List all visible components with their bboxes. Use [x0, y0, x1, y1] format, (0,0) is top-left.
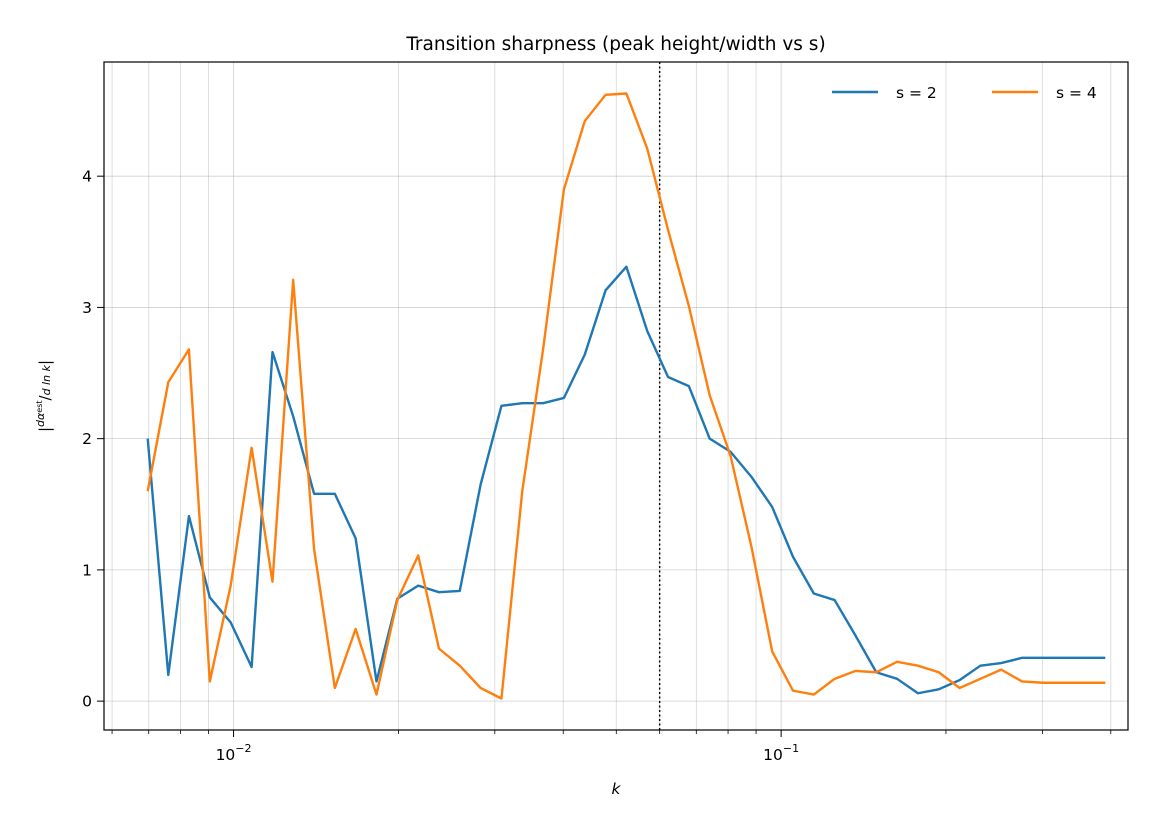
y-axis: 0 1 2 3 4	[82, 168, 104, 711]
y-axis-label: |dαest/d ln k|	[34, 360, 54, 432]
y-tick-label: 2	[82, 430, 92, 448]
legend: s = 2 s = 4	[832, 84, 1097, 102]
x-axis: 10−2 10−1	[111, 730, 1112, 764]
series-layer	[146, 92, 1106, 700]
x-tick-label: 10−2	[216, 742, 252, 764]
legend-label-1: s = 2	[896, 84, 937, 102]
grid-lines	[104, 62, 1128, 730]
svg-text:|dαest/d ln k|: |dαest/d ln k|	[34, 360, 54, 432]
y-tick-label: 3	[82, 299, 92, 317]
y-tick-label: 0	[82, 693, 92, 711]
series-line-1	[146, 265, 1106, 695]
y-tick-label: 1	[82, 561, 92, 579]
series-line-2	[146, 92, 1106, 700]
x-tick-label: 10−1	[763, 742, 799, 764]
y-tick-label: 4	[82, 168, 92, 186]
chart-title: Transition sharpness (peak height/width …	[405, 34, 825, 55]
legend-label-2: s = 4	[1056, 84, 1097, 102]
x-axis-label: k	[612, 780, 622, 798]
